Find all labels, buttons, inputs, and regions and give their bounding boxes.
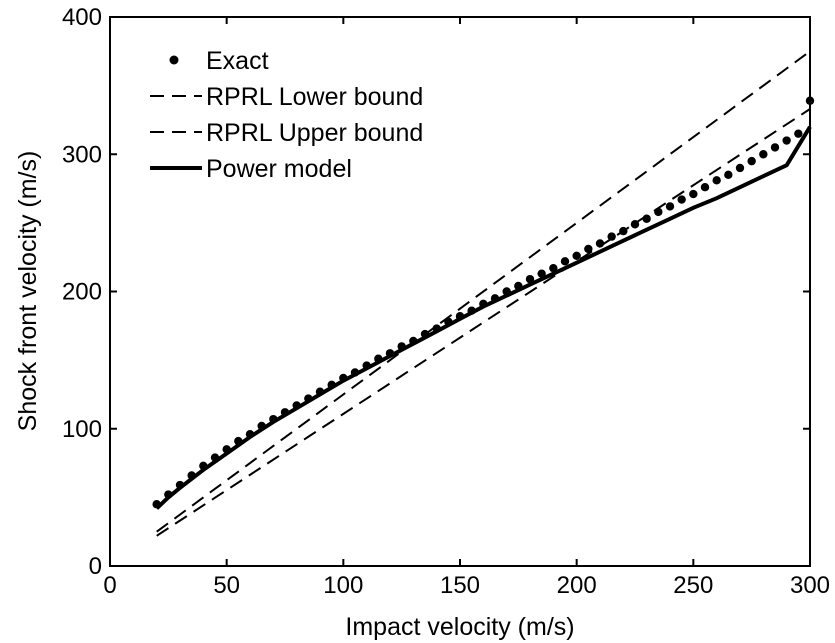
series-exact-point (689, 189, 698, 199)
series-layer (152, 50, 815, 537)
legend-marker-exact (169, 55, 179, 65)
x-tick-label: 100 (323, 572, 363, 599)
series-exact-point (712, 176, 721, 185)
series-exact-point (724, 170, 733, 180)
series-rprl-lower-bound-line (156, 108, 811, 537)
x-tick-label: 0 (103, 572, 116, 599)
series-exact-point (525, 274, 535, 284)
x-axis-label: Impact velocity (m/s) (345, 613, 574, 641)
series-exact-point (607, 232, 616, 241)
series-exact-point (735, 163, 745, 173)
ticks: 0 50 100 150 200 250 300 0 100 200 300 400 (62, 4, 830, 599)
series-power-model-line (155, 125, 812, 510)
series-exact-point (782, 136, 791, 145)
x-tick-label: 300 (790, 572, 830, 599)
y-tick-label: 200 (62, 279, 102, 306)
series-exact-point (549, 263, 558, 273)
series-exact-point (794, 129, 803, 138)
series-exact-point (665, 202, 675, 211)
y-tick-label: 0 (89, 553, 102, 580)
legend: Exact RPRL Lower bound RPRL Upper bound Pow… (150, 47, 423, 183)
legend-label-exact: Exact (206, 47, 269, 75)
series-exact-point (700, 182, 710, 192)
series-rprl-upper-bound-line (156, 50, 811, 533)
series-exact-point (572, 251, 581, 261)
series-exact-point (805, 96, 815, 105)
x-tick-label: 50 (213, 572, 240, 599)
series-exact-point (770, 143, 780, 152)
series-exact-point (537, 269, 546, 278)
legend-label-rprl-upper-bound: RPRL Upper bound (206, 119, 423, 147)
y-tick-label: 400 (62, 4, 102, 31)
x-tick-label: 200 (557, 572, 597, 599)
series-exact-point (584, 244, 593, 254)
series-exact-point (759, 150, 768, 159)
x-tick-label: 250 (673, 572, 713, 599)
y-tick-label: 100 (62, 416, 102, 443)
series-exact-point (747, 156, 756, 166)
legend-label-rprl-lower-bound: RPRL Lower bound (206, 83, 423, 111)
x-tick-label: 150 (440, 572, 480, 599)
y-axis-label: Shock front velocity (m/s) (14, 151, 42, 432)
series-exact-point (560, 257, 570, 266)
series-exact-point (677, 195, 686, 204)
legend-label-power-model: Power model (206, 155, 352, 183)
y-tick-label: 300 (62, 141, 102, 168)
